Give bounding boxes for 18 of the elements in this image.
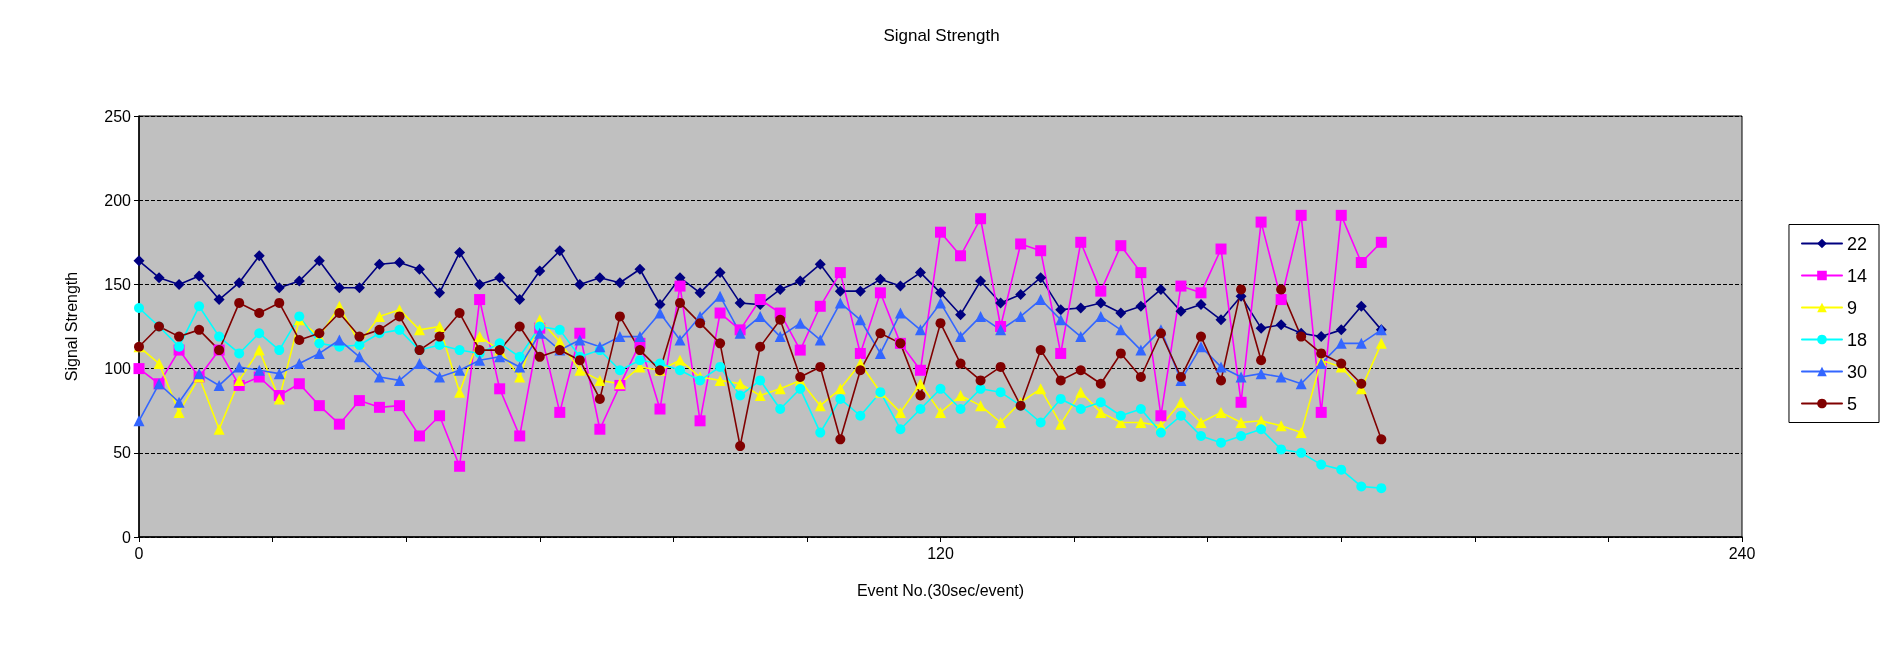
legend-label: 14 (1846, 265, 1868, 286)
legend-label: 9 (1846, 297, 1857, 318)
y-tick-label: 0 (122, 528, 132, 546)
x-tick-label: 120 (927, 544, 954, 562)
legend-label: 22 (1846, 233, 1868, 254)
y-tick-label: 200 (104, 191, 132, 209)
x-axis-title: Event No.(30sec/event) (856, 581, 1025, 599)
y-tick-label: 50 (113, 444, 132, 462)
y-axis-title: Signal Strength (62, 271, 80, 382)
legend-label: 18 (1846, 329, 1868, 350)
x-tick-label: 0 (134, 544, 144, 562)
y-tick-label: 150 (104, 275, 132, 293)
x-tick-label: 240 (1728, 544, 1756, 562)
legend-label: 30 (1846, 361, 1868, 382)
y-tick-label: 250 (104, 107, 132, 125)
legend-label: 5 (1846, 393, 1857, 414)
chart-title: Signal Strength (883, 26, 1000, 45)
y-tick-label: 100 (104, 360, 132, 378)
